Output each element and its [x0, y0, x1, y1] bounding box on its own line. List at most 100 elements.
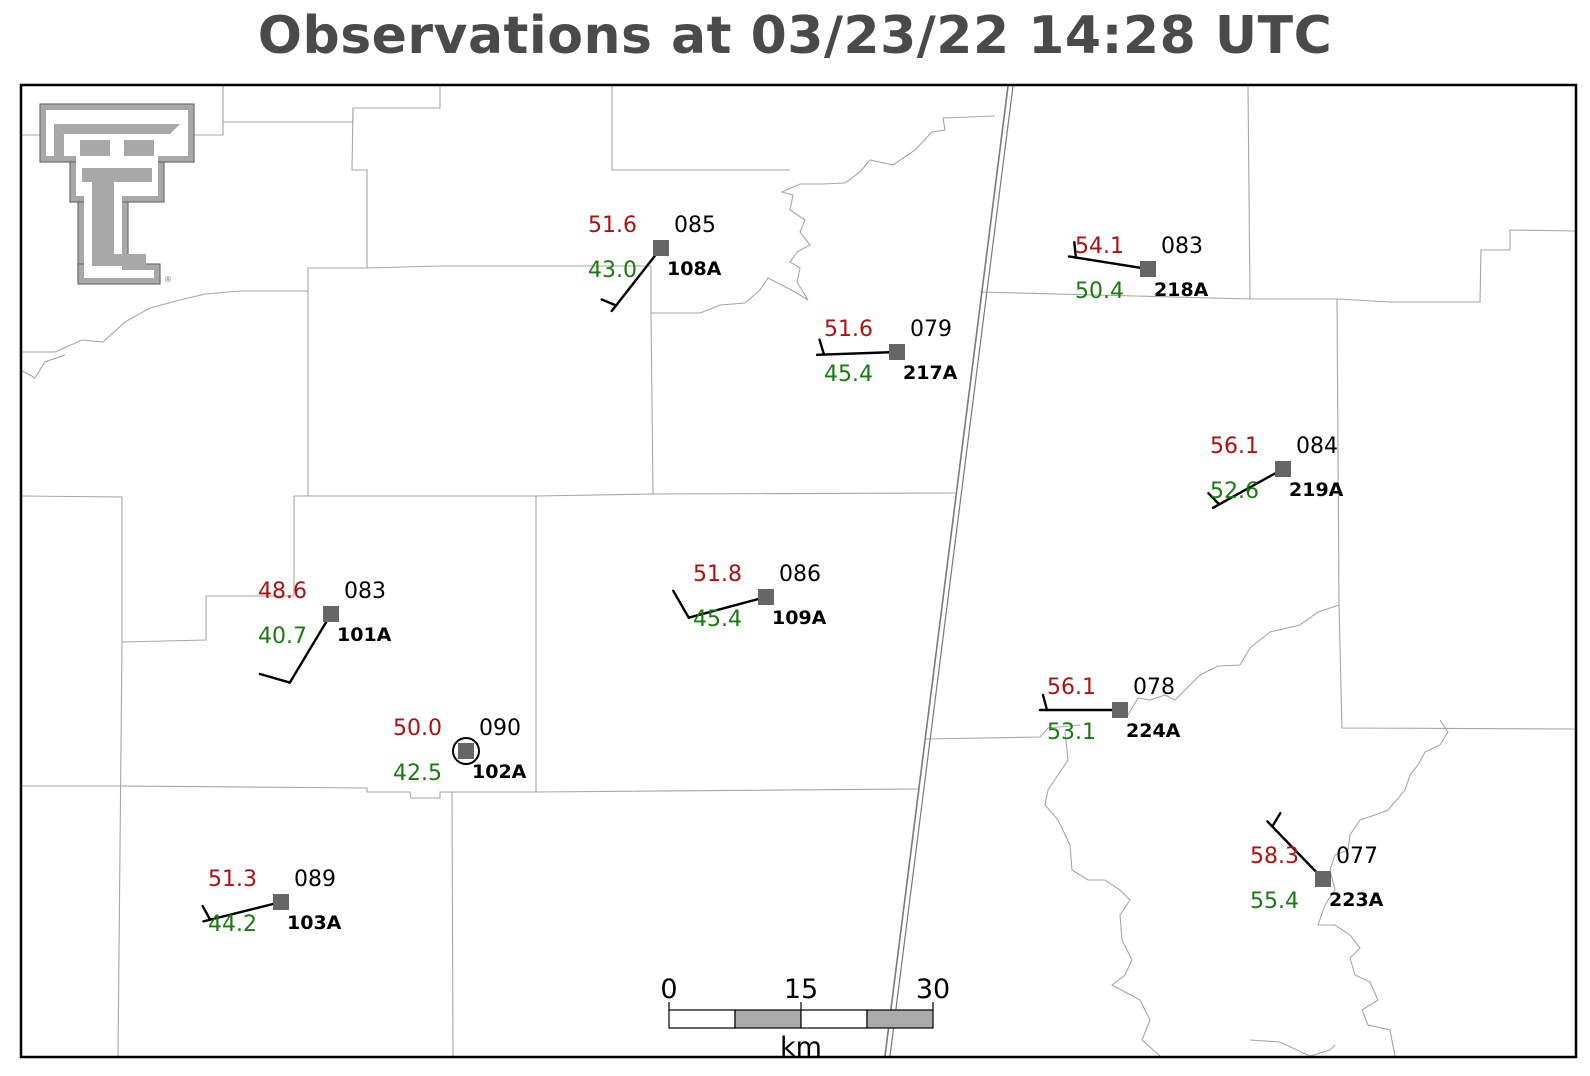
wind-barb-half [818, 338, 826, 356]
station-id-label: 223A [1329, 889, 1384, 911]
wind-barb-staff [1266, 820, 1325, 881]
scale-tick-label: 15 [784, 974, 818, 1005]
pressure-label: 090 [479, 716, 521, 741]
scale-segment [734, 1009, 802, 1029]
state-line [889, 85, 1014, 1057]
county-line [1309, 1044, 1336, 1057]
station-id-label: 109A [772, 607, 827, 629]
temperature-label: 56.1 [1210, 434, 1259, 459]
pressure-label: 084 [1296, 434, 1338, 459]
county-line [924, 724, 1081, 740]
county-line [650, 312, 654, 495]
station-plot-101a: 48.6 083 40.7 101A [258, 579, 392, 684]
scale-tick-label: 30 [916, 974, 950, 1005]
dewpoint-label: 42.5 [393, 761, 442, 786]
county-line [1127, 604, 1340, 716]
temperature-label: 51.6 [824, 317, 873, 342]
county-line [351, 107, 368, 268]
dewpoint-label: 53.1 [1047, 720, 1096, 745]
texas-tech-double-t-logo: ® [39, 103, 195, 285]
station-id-label: 103A [287, 912, 342, 934]
county-line [121, 496, 295, 643]
dewpoint-label: 40.7 [258, 624, 307, 649]
station-plot-102a: 50.0 090 42.5 102A [393, 716, 527, 786]
county-line [979, 229, 1576, 303]
station-plot-224a: 56.1 078 53.1 224A [1038, 675, 1181, 745]
station-marker [323, 606, 339, 622]
wind-barb-flag [672, 589, 690, 619]
station-marker [273, 894, 289, 910]
station-plot-217a: 51.6 079 45.4 217A [815, 317, 958, 387]
scale-unit-label: km [780, 1032, 822, 1063]
scale-bar: 0 15 30 km [660, 974, 950, 1063]
station-marker [1112, 702, 1128, 718]
map-frame [19, 83, 1578, 1059]
station-id-label: 219A [1289, 479, 1344, 501]
station-marker [758, 589, 774, 605]
station-plot-219a: 56.1 084 52.6 219A [1207, 434, 1344, 509]
county-line [21, 290, 308, 353]
dewpoint-label: 55.4 [1250, 889, 1299, 914]
wind-barb-staff [288, 612, 333, 684]
county-line [20, 354, 66, 379]
station-marker [1140, 261, 1156, 277]
station-id-label: 108A [667, 258, 722, 280]
station-marker [458, 743, 474, 759]
pressure-label: 078 [1133, 675, 1175, 700]
calm-wind-circle [452, 737, 480, 765]
county-boundaries [20, 85, 1576, 1057]
station-marker [653, 240, 669, 256]
pressure-label: 085 [674, 213, 716, 238]
wind-barb-flag [258, 672, 291, 684]
dewpoint-label: 45.4 [824, 362, 873, 387]
scale-segment [668, 1009, 736, 1029]
dewpoint-label: 43.0 [588, 258, 637, 283]
wind-barb-staff [610, 246, 663, 313]
dewpoint-label: 52.6 [1210, 479, 1259, 504]
pressure-label: 083 [344, 579, 386, 604]
svg-text:®: ® [164, 275, 172, 284]
wind-barb-half [1271, 811, 1282, 828]
station-plot-109a: 51.8 086 45.4 109A [672, 562, 827, 632]
county-line [1247, 85, 1251, 300]
county-line [1249, 1039, 1311, 1057]
pressure-label: 089 [294, 867, 336, 892]
station-marker [889, 344, 905, 360]
station-plot-218a: 54.1 083 50.4 218A [1067, 234, 1209, 304]
county-line [117, 641, 123, 1057]
county-line [223, 86, 441, 123]
pressure-label: 077 [1336, 844, 1378, 869]
county-line [451, 791, 454, 1057]
state-line [884, 85, 1009, 1057]
station-marker [1275, 461, 1291, 477]
station-id-label: 101A [337, 624, 392, 646]
county-line [650, 115, 996, 314]
map-title: Observations at 03/23/22 14:28 UTC [257, 6, 1333, 66]
wind-barb-half [1207, 492, 1221, 506]
station-plot-103a: 51.3 089 44.2 103A [201, 867, 342, 937]
scale-tick-label: 0 [660, 974, 677, 1005]
county-line [1317, 719, 1449, 1057]
dewpoint-label: 45.4 [693, 607, 742, 632]
station-plots: 51.6 085 43.0 108A 51.6 079 45.4 217A 54.1 083 50.… [201, 213, 1384, 937]
county-line [20, 495, 123, 642]
temperature-label: 51.6 [588, 213, 637, 238]
county-line [1336, 298, 1576, 730]
county-line [294, 492, 956, 497]
station-plot-108a: 51.6 085 43.0 108A [588, 213, 722, 313]
wind-barb-half [1073, 240, 1078, 259]
scale-segment [800, 1009, 868, 1029]
county-line [308, 265, 651, 269]
pressure-label: 079 [910, 317, 952, 342]
station-id-label: 218A [1154, 279, 1209, 301]
wind-barb-half [1041, 693, 1049, 712]
wind-barb-half [201, 904, 212, 921]
station-id-label: 217A [903, 362, 958, 384]
dewpoint-label: 50.4 [1075, 279, 1124, 304]
county-line [611, 86, 790, 171]
wind-barb-staff [1211, 467, 1285, 509]
scale-segment [866, 1009, 934, 1029]
wind-barb-half [600, 298, 618, 307]
county-line [1044, 731, 1161, 1057]
